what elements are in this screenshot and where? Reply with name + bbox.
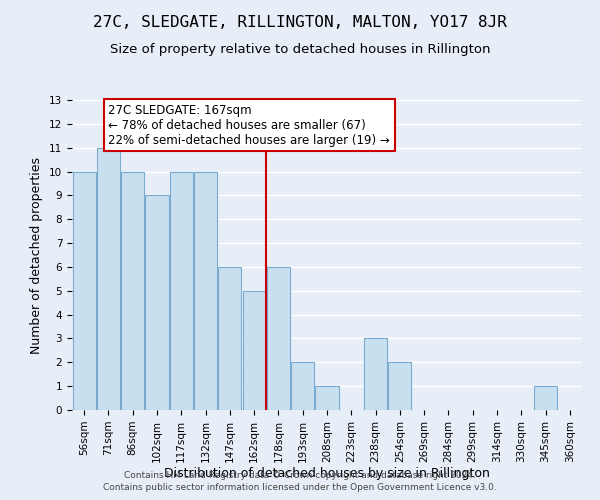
Text: 27C, SLEDGATE, RILLINGTON, MALTON, YO17 8JR: 27C, SLEDGATE, RILLINGTON, MALTON, YO17 … (93, 15, 507, 30)
Bar (97, 148, 120, 410)
Bar (388, 362, 412, 410)
Y-axis label: Number of detached properties: Number of detached properties (31, 156, 43, 354)
Bar (121, 172, 144, 410)
Bar (267, 267, 290, 410)
Bar (364, 338, 387, 410)
Bar (291, 362, 314, 410)
Text: Size of property relative to detached houses in Rillington: Size of property relative to detached ho… (110, 42, 490, 56)
Bar (145, 196, 169, 410)
Bar (170, 172, 193, 410)
Bar (316, 386, 338, 410)
Bar (194, 172, 217, 410)
Bar (218, 267, 241, 410)
Text: 27C SLEDGATE: 167sqm
← 78% of detached houses are smaller (67)
22% of semi-detac: 27C SLEDGATE: 167sqm ← 78% of detached h… (109, 104, 390, 146)
Bar (242, 291, 266, 410)
Bar (73, 172, 95, 410)
Bar (534, 386, 557, 410)
X-axis label: Distribution of detached houses by size in Rillington: Distribution of detached houses by size … (164, 468, 490, 480)
Text: Contains HM Land Registry data © Crown copyright and database right 2024.
Contai: Contains HM Land Registry data © Crown c… (103, 471, 497, 492)
